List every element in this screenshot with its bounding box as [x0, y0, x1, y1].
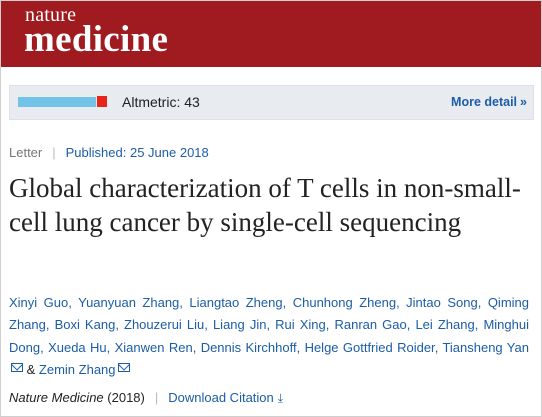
author-link[interactable]: Liangtao Zheng	[189, 295, 283, 310]
altmetric-score-label: Altmetric: 43	[122, 94, 200, 110]
double-chevron-right-icon: »	[520, 95, 527, 109]
author-link[interactable]: Liang Jin	[212, 317, 267, 333]
logo-medicine-text: medicine	[24, 19, 169, 60]
author-link[interactable]: Dennis Kirchhoff	[200, 339, 297, 355]
author-link[interactable]: Xianwen Ren	[114, 339, 193, 355]
author-link[interactable]: Ranran Gao	[334, 317, 407, 333]
author-link[interactable]: Tiansheng Yan	[442, 339, 529, 355]
author-link[interactable]: Helge Gottfried Roider	[304, 339, 435, 355]
published-date: Published: 25 June 2018	[65, 145, 209, 160]
more-detail-link[interactable]: More detail»	[451, 95, 527, 109]
logo-nature-text: nature	[25, 4, 77, 26]
more-detail-label: More detail	[451, 95, 518, 109]
altmetric-score-bar	[18, 97, 96, 107]
author-link[interactable]: Xinyi Guo	[9, 295, 69, 310]
author-link[interactable]: Xueda Hu	[48, 339, 107, 355]
author-link[interactable]: Jintao Song	[406, 295, 478, 310]
author-link[interactable]: Zhouzerui Liu	[124, 317, 205, 333]
citation-year: (2018)	[107, 390, 145, 405]
download-icon: ⤓	[277, 391, 284, 405]
author-link[interactable]: Zemin Zhang	[38, 361, 116, 377]
author-link[interactable]: Lei Zhang	[415, 317, 475, 333]
author-ampersand: &	[26, 361, 36, 377]
mail-icon[interactable]	[117, 362, 130, 372]
article-meta: Letter | Published: 25 June 2018	[9, 145, 209, 160]
author-link[interactable]: Yuanyuan Zhang	[78, 295, 180, 310]
author-link[interactable]: Boxi Kang	[54, 317, 116, 333]
journal-name: Nature Medicine	[9, 390, 104, 405]
article-type: Letter	[9, 145, 43, 160]
download-citation-label: Download Citation	[168, 390, 274, 405]
altmetric-bar: Altmetric: 43 More detail»	[9, 85, 534, 120]
author-list: Xinyi Guo, Yuanyuan Zhang, Liangtao Zhen…	[9, 295, 529, 377]
meta-separator: |	[52, 145, 56, 160]
download-citation-link[interactable]: Download Citation ⤓	[168, 390, 283, 405]
altmetric-badge-square	[97, 96, 107, 107]
journal-masthead: nature medicine	[1, 1, 541, 67]
citation-line: Nature Medicine (2018) | Download Citation…	[9, 390, 283, 406]
citation-separator: |	[154, 390, 159, 405]
author-link[interactable]: Rui Xing	[275, 317, 326, 333]
author-link[interactable]: Minghui Dong	[9, 317, 529, 355]
author-link[interactable]: Qiming Zhang	[9, 295, 529, 333]
article-title: Global characterization of T cells in no…	[9, 173, 521, 237]
mail-icon[interactable]	[11, 362, 23, 372]
author-link[interactable]: Chunhong Zheng	[292, 295, 397, 310]
